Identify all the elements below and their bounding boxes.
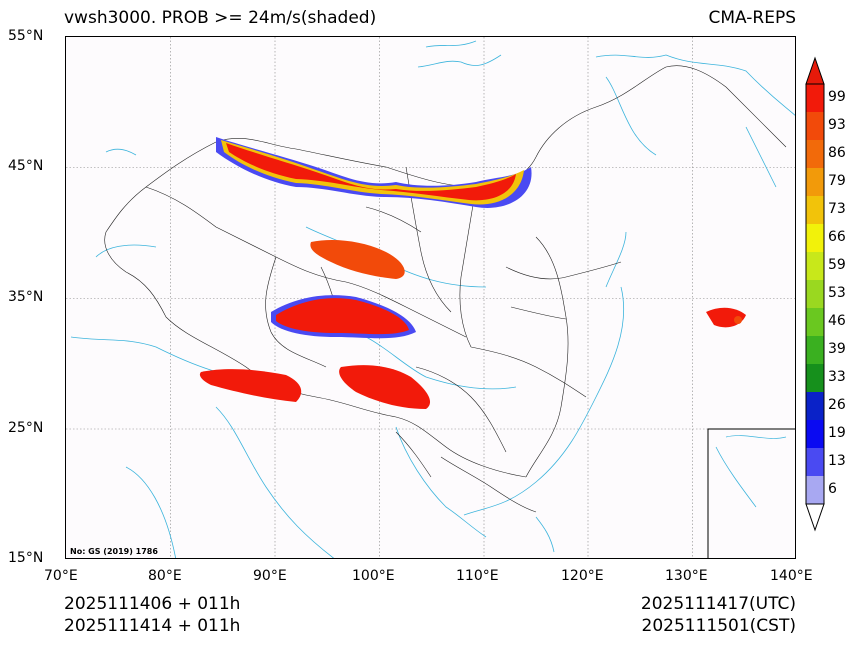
lat-label-15: 15°N <box>8 550 44 566</box>
colorbar-label: 99 <box>828 89 846 105</box>
colorbar-bin <box>806 84 824 112</box>
colorbar-bin <box>806 336 824 364</box>
lat-label-25: 25°N <box>8 420 44 436</box>
lon-label-130: 130°E <box>665 568 708 584</box>
colorbar-label: 46 <box>828 313 846 329</box>
lon-label-100: 100°E <box>352 568 395 584</box>
lon-label-140: 140°E <box>770 568 813 584</box>
valid-time-utc: 2025111417(UTC) <box>640 594 796 614</box>
valid-time-cst: 2025111501(CST) <box>641 616 796 636</box>
colorbar-bin <box>806 280 824 308</box>
colorbar-label: 19 <box>828 425 846 441</box>
colorbar-top-cap <box>805 56 825 85</box>
colorbar <box>805 56 825 532</box>
colorbar-label: 73 <box>828 201 846 217</box>
lat-label-35: 35°N <box>8 289 44 305</box>
inset-box <box>707 428 795 558</box>
init-time-cst: 2025111414 + 011h <box>64 616 241 636</box>
lon-label-120: 120°E <box>561 568 604 584</box>
map-stamp-text: No: GS (2019) 1786 <box>70 547 158 556</box>
colorbar-bin <box>806 196 824 224</box>
colorbar-bin <box>806 252 824 280</box>
colorbar-frame <box>805 83 825 505</box>
inset-coast <box>725 435 787 439</box>
borders <box>104 65 787 513</box>
colorbar-label: 39 <box>828 341 846 357</box>
lon-label-90: 90°E <box>253 568 287 584</box>
lon-label-80: 80°E <box>148 568 182 584</box>
colorbar-label: 66 <box>828 229 846 245</box>
chart-title: vwsh3000. PROB >= 24m/s(shaded) <box>64 8 377 28</box>
graticule <box>66 37 795 558</box>
colorbar-label: 33 <box>828 369 846 385</box>
map-panel[interactable]: No: GS (2019) 1786 <box>65 36 796 559</box>
colorbar-bottom-cap <box>805 503 825 532</box>
lat-label-55: 55°N <box>8 28 44 44</box>
colorbar-bin <box>806 224 824 252</box>
colorbar-bin <box>806 476 824 504</box>
model-name: CMA-REPS <box>708 8 796 28</box>
colorbar-bin <box>806 392 824 420</box>
colorbar-bin <box>806 448 824 476</box>
colorbar-label: 79 <box>828 173 846 189</box>
colorbar-bin <box>806 140 824 168</box>
lon-label-70: 70°E <box>44 568 78 584</box>
init-time-utc: 2025111406 + 011h <box>64 594 241 614</box>
colorbar-label: 26 <box>828 397 846 413</box>
colorbar-bin <box>806 168 824 196</box>
lon-label-110: 110°E <box>456 568 499 584</box>
coastlines-rivers <box>70 40 795 558</box>
map-canvas <box>66 37 795 558</box>
colorbar-label: 13 <box>828 453 846 469</box>
colorbar-label: 53 <box>828 285 846 301</box>
colorbar-bin <box>806 308 824 336</box>
colorbar-label: 93 <box>828 117 846 133</box>
probability-shading <box>199 137 746 409</box>
colorbar-bin <box>806 420 824 448</box>
colorbar-bins <box>806 84 824 504</box>
colorbar-label: 86 <box>828 145 846 161</box>
lat-label-45: 45°N <box>8 158 44 174</box>
colorbar-label: 6 <box>828 481 837 497</box>
colorbar-bin <box>806 112 824 140</box>
colorbar-label: 59 <box>828 257 846 273</box>
colorbar-bin <box>806 364 824 392</box>
